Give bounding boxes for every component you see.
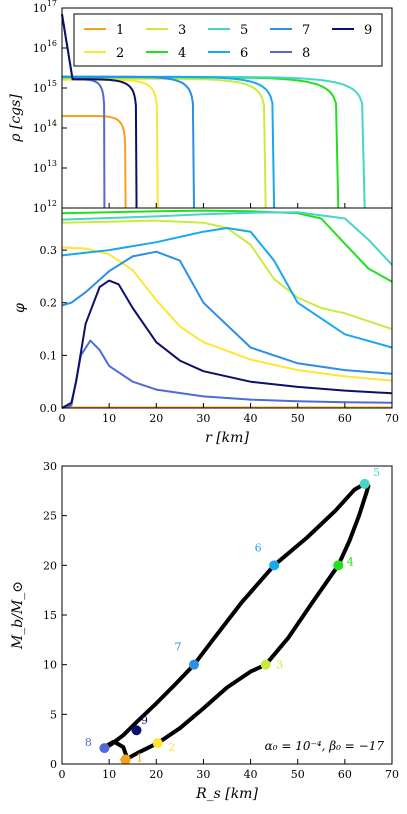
density-panel: 1012 1013 1014 1015 1016 1017 ρ [cgs] 1 2 3 4 5 6 7 8 9 (8, 0, 393, 215)
legend-label-8: 8 (302, 46, 310, 61)
mr-xtick-label-50: 50 (291, 768, 305, 781)
mr-ytick-label-30: 30 (43, 460, 57, 473)
mr-point-6 (269, 560, 280, 571)
legend-label-6: 6 (240, 46, 248, 61)
phi-curve-7 (61, 250, 393, 375)
mr-point-3 (260, 659, 271, 670)
legend-label-3: 3 (178, 23, 186, 38)
mr-xtick-label-60: 60 (338, 768, 352, 781)
density-curve-7 (62, 75, 195, 209)
mr-point-7 (189, 659, 199, 670)
phi-xtick-label-0: 0 (59, 412, 66, 425)
mr-point-label-9: 9 (141, 714, 148, 727)
phi-curve-6 (61, 227, 393, 349)
mr-xlabel: R_s [km] (195, 786, 258, 802)
mr-ytick-label-0: 0 (50, 758, 57, 771)
mr-point-label-5: 5 (373, 466, 380, 479)
mass-radius-panel: 1 2 3 4 5 6 7 8 9 0 5 10 15 20 25 30 0 10 20 30 40 50 60 70 M_b/… (10, 460, 399, 802)
mr-point-9 (131, 725, 142, 736)
mr-xtick-label-70: 70 (385, 768, 399, 781)
phi-xtick-label-60: 60 (338, 412, 352, 425)
mr-point-label-7: 7 (175, 641, 182, 654)
mr-xtick-label-20: 20 (149, 768, 163, 781)
scalar-field-panel: 0.0 0.1 0.2 0.3 0 10 20 30 40 50 60 70 φ r [km] (12, 207, 399, 446)
mr-point-label-3: 3 (276, 659, 283, 672)
mr-xtick-label-40: 40 (244, 768, 258, 781)
mr-point-label-8: 8 (85, 736, 92, 749)
density-ylabel: ρ [cgs] (8, 94, 24, 143)
phi-ytick-label-0.1: 0.1 (40, 349, 58, 362)
mr-ytick-label-10: 10 (43, 659, 57, 672)
phi-axes-frame (61, 207, 393, 409)
phi-ytick-label-0.2: 0.2 (40, 297, 58, 310)
phi-ylabel: φ (12, 303, 28, 313)
density-ytick-label-17: 1017 (33, 0, 57, 15)
mr-axes-frame (61, 465, 393, 765)
density-ytick-label-16: 1016 (33, 39, 57, 55)
mr-point-1 (120, 754, 131, 765)
mr-point-5 (359, 478, 370, 489)
legend-label-9: 9 (364, 23, 372, 38)
phi-xtick-label-10: 10 (102, 412, 116, 425)
mr-point-4 (333, 560, 344, 571)
phi-xlabel: r [km] (205, 430, 249, 446)
mr-point-2 (152, 738, 163, 749)
legend-label-1: 1 (116, 23, 124, 38)
density-ytick-label-13: 1013 (33, 159, 57, 175)
mr-point-8 (99, 743, 110, 754)
mr-ytick-label-5: 5 (50, 708, 57, 721)
mr-annotation: α₀ = 10⁻⁴, β₀ = −17 (265, 739, 385, 753)
density-ytick-label-14: 1014 (33, 119, 57, 135)
phi-curve-3 (61, 219, 393, 331)
legend-label-4: 4 (178, 46, 186, 61)
mr-xtick-label-30: 30 (196, 768, 210, 781)
phi-ytick-label-0.3: 0.3 (40, 244, 58, 257)
density-ytick-label-12: 1012 (33, 199, 57, 215)
phi-xtick-label-50: 50 (291, 412, 305, 425)
legend-label-7: 7 (302, 23, 310, 38)
density-ytick-label-15: 1015 (33, 79, 57, 95)
mr-ytick-label-15: 15 (43, 609, 57, 622)
phi-xtick-label-40: 40 (244, 412, 258, 425)
phi-curve-2 (61, 246, 393, 382)
mr-xtick-label-0: 0 (59, 768, 66, 781)
legend-label-2: 2 (116, 46, 124, 61)
mr-ylabel: M_b/M_⊙ (10, 581, 26, 650)
mr-xtick-label-10: 10 (102, 768, 116, 781)
density-curve-1 (62, 115, 127, 209)
mr-point-label-2: 2 (168, 741, 175, 754)
mr-ytick-label-20: 20 (43, 559, 57, 572)
mr-point-label-1: 1 (136, 752, 143, 765)
phi-xtick-label-70: 70 (385, 412, 399, 425)
phi-xtick-label-20: 20 (149, 412, 163, 425)
density-curve-9 (61, 14, 138, 208)
legend-box (73, 13, 383, 67)
mr-ytick-label-25: 25 (43, 510, 57, 523)
mr-point-label-6: 6 (255, 541, 262, 554)
phi-ytick-label-0: 0.0 (40, 402, 58, 415)
mr-point-label-4: 4 (347, 555, 354, 568)
phi-curve-5 (61, 211, 393, 266)
legend-label-5: 5 (240, 23, 248, 38)
phi-curve-9 (61, 279, 393, 409)
phi-xtick-label-30: 30 (196, 412, 210, 425)
